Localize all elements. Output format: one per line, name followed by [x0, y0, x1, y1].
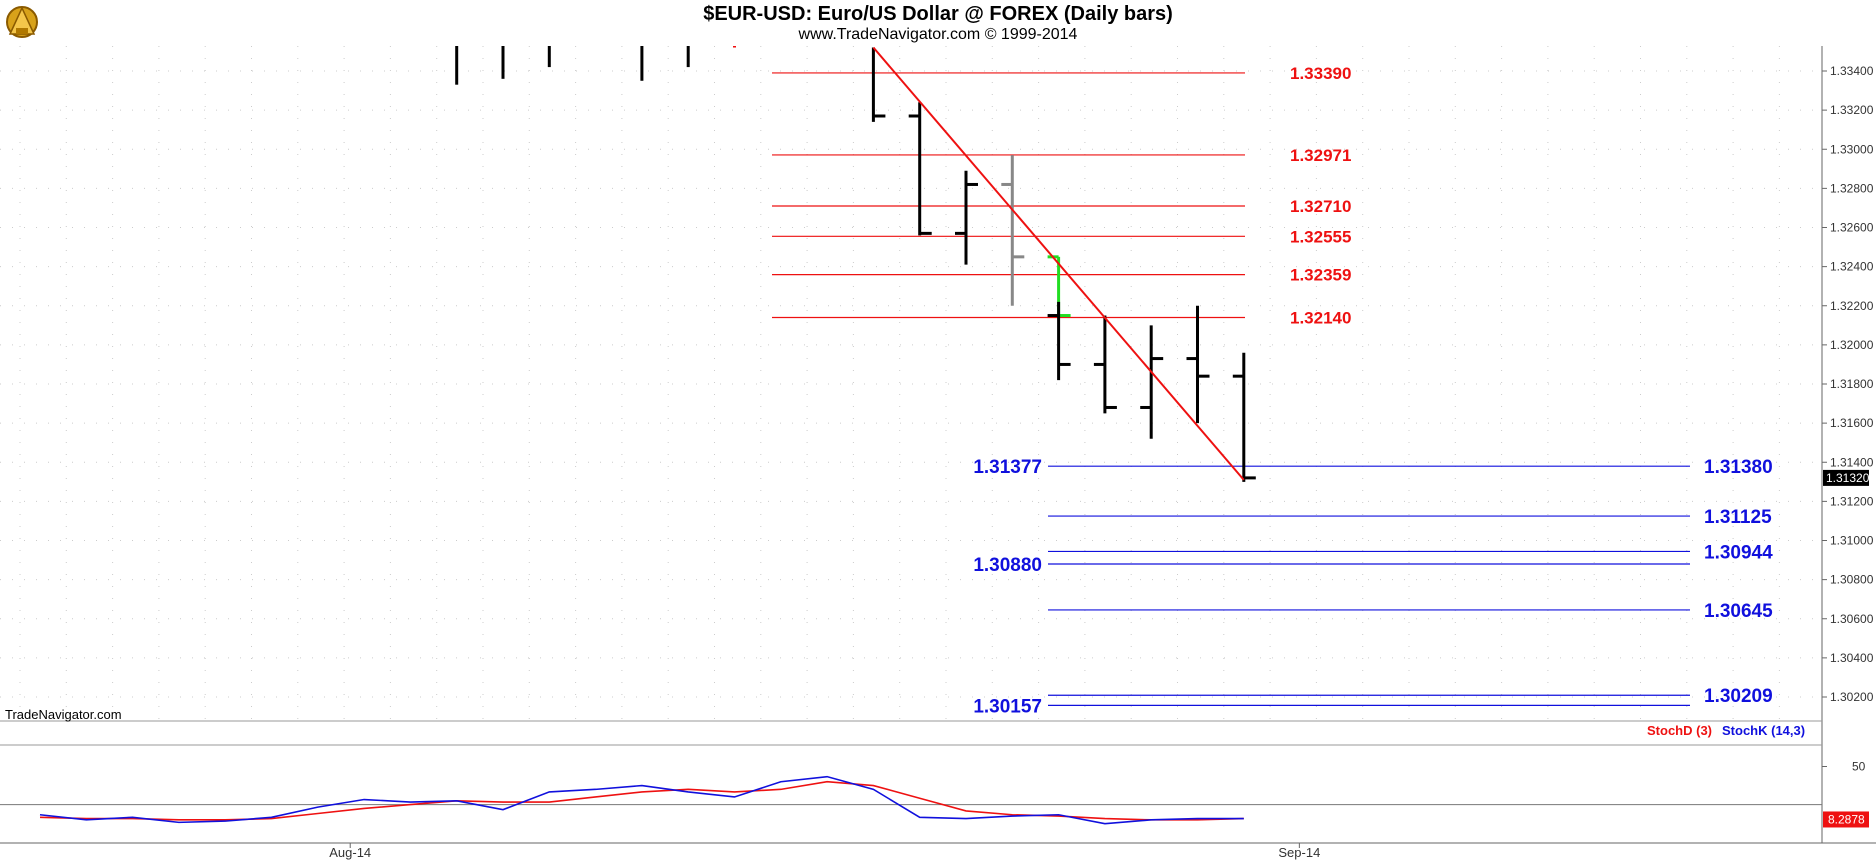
ohlc-bar: [1186, 305, 1210, 424]
resistance-label: 1.32710: [1290, 197, 1351, 216]
price-tick-label: 1.30800: [1830, 573, 1874, 587]
price-tick-label: 1.33400: [1830, 64, 1874, 78]
ohlc-bar: [1140, 325, 1164, 439]
date-axis-ticks: Aug-14 Sep-14: [329, 843, 1320, 860]
current-price-marker: 1.31320: [1823, 469, 1870, 486]
chart-header: $EUR-USD: Euro/US Dollar @ FOREX (Daily …: [0, 0, 1876, 46]
ohlc-bars: [455, 46, 1256, 482]
resistance-label: 1.32555: [1290, 227, 1351, 246]
stoch-current-label: 8.2878: [1828, 812, 1865, 826]
current-price-label: 1.31320: [1826, 471, 1870, 485]
price-tick-label: 1.31800: [1830, 377, 1874, 391]
resistance-label: 1.32140: [1290, 308, 1351, 327]
price-tick-label: 1.31600: [1830, 416, 1874, 430]
chart-title: $EUR-USD: Euro/US Dollar @ FOREX (Daily …: [703, 3, 1173, 25]
price-tick-label: 1.31400: [1830, 455, 1874, 469]
ohlc-bar: [1232, 352, 1256, 482]
price-tick-label: 1.32000: [1830, 338, 1874, 352]
price-tick-label: 1.30400: [1830, 651, 1874, 665]
price-tick-label: 1.31200: [1830, 494, 1874, 508]
price-tick-label: 1.32200: [1830, 299, 1874, 313]
stoch-legend-item: StochD (3): [1647, 723, 1712, 738]
resistance-label: 1.32971: [1290, 146, 1351, 165]
price-tick-label: 1.31000: [1830, 534, 1874, 548]
ohlc-bar: [1093, 315, 1117, 414]
chart-axes: [0, 46, 1876, 844]
ohlc-bar: [908, 102, 932, 236]
ohlc-bar: [1047, 301, 1071, 381]
support-label-left: 1.30157: [973, 696, 1042, 717]
chart-grid: [0, 46, 1822, 721]
date-tick-label: Aug-14: [329, 845, 371, 860]
support-label-right: 1.31380: [1704, 457, 1773, 478]
support-label-right: 1.30645: [1704, 601, 1773, 622]
downtrend-line: [872, 46, 1245, 481]
price-tick-label: 1.30200: [1830, 690, 1874, 704]
price-tick-label: 1.32600: [1830, 221, 1874, 235]
price-tick-label: 1.32400: [1830, 260, 1874, 274]
price-tick-label: 1.33000: [1830, 142, 1874, 156]
sextant-logo-icon: [6, 6, 38, 38]
support-label-right: 1.30209: [1704, 686, 1773, 707]
stoch-legend-item: StochK (14,3): [1722, 723, 1805, 738]
trendline-group: [872, 46, 1245, 481]
price-tick-label: 1.33200: [1830, 103, 1874, 117]
current-price-badge: [1823, 469, 1869, 486]
support-label-left: 1.31377: [973, 457, 1042, 478]
stoch-current-badge: [1823, 811, 1869, 828]
ohlc-bar: [955, 170, 978, 265]
price-levels: 1.33390 1.32971 1.32710 1.32555 1.32359 1.321…: [772, 64, 1773, 717]
stochastic-panel: 50 StochD (3) StochK (14,3) 8.2878: [0, 723, 1869, 828]
support-label-right: 1.31125: [1704, 507, 1772, 528]
stochd-line: [39, 780, 1244, 821]
resistance-label: 1.32359: [1290, 266, 1351, 285]
stoch-tick-label: 50: [1852, 760, 1866, 774]
ohlc-bar: [871, 47, 886, 122]
price-tick-label: 1.32800: [1830, 181, 1874, 195]
watermark: TradeNavigator.com: [5, 707, 122, 722]
support-label-right: 1.30944: [1704, 542, 1773, 563]
ohlc-bar: [1001, 155, 1025, 306]
copyright-text: www.TradeNavigator.com © 1999-2014: [798, 26, 1078, 43]
date-tick-label: Sep-14: [1278, 845, 1320, 860]
stochk-line: [39, 775, 1244, 825]
support-label-left: 1.30880: [973, 555, 1042, 576]
price-axis-ticks: 1.33400 1.33200 1.33000 1.32800 1.32600 1.324…: [1822, 64, 1874, 704]
price-tick-label: 1.30600: [1830, 612, 1874, 626]
resistance-label: 1.33390: [1290, 64, 1351, 83]
